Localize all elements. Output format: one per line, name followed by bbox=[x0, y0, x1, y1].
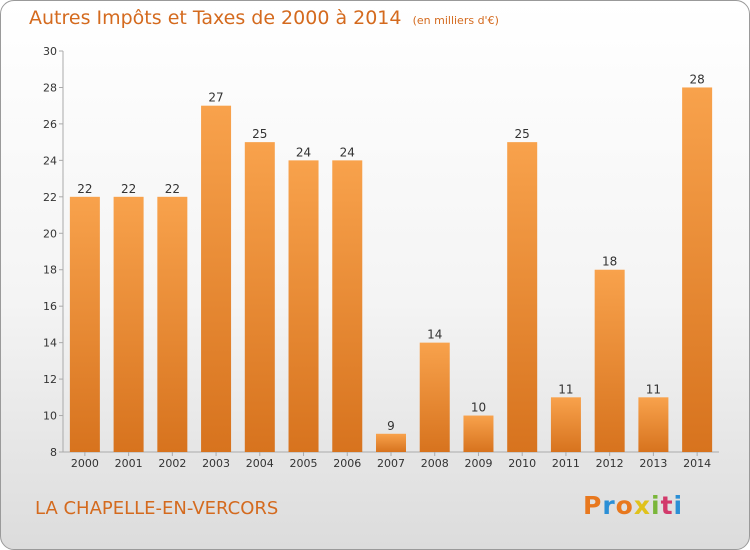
data-label-2014: 28 bbox=[689, 72, 704, 86]
y-tick-label: 30 bbox=[43, 45, 57, 58]
bar-2011 bbox=[550, 397, 581, 452]
y-tick-label: 24 bbox=[43, 154, 57, 167]
bar-2007 bbox=[376, 433, 406, 452]
title-row: Autres Impôts et Taxes de 2000 à 2014 (e… bbox=[29, 7, 499, 29]
x-tick-label: 2004 bbox=[246, 457, 274, 470]
x-tick-label: 2007 bbox=[377, 457, 405, 470]
bar-2010 bbox=[507, 142, 538, 453]
bars bbox=[69, 87, 713, 453]
logo-letter: r bbox=[602, 491, 616, 520]
x-tick-label: 2010 bbox=[508, 457, 536, 470]
data-label-2010: 25 bbox=[515, 127, 530, 141]
place-name: LA CHAPELLE-EN-VERCORS bbox=[35, 498, 279, 519]
chart-unit-label: (en milliers d'€) bbox=[412, 14, 499, 27]
data-label-2008: 14 bbox=[427, 328, 442, 342]
chart-title: Autres Impôts et Taxes de 2000 à 2014 bbox=[29, 7, 402, 29]
bar-2006 bbox=[332, 160, 363, 452]
x-tick-label: 2002 bbox=[158, 457, 186, 470]
data-label-2000: 22 bbox=[77, 182, 92, 196]
data-label-2005: 24 bbox=[296, 145, 311, 159]
y-tick-label: 14 bbox=[43, 337, 57, 350]
y-tick-label: 20 bbox=[43, 227, 57, 240]
y-tick-label: 16 bbox=[43, 300, 57, 313]
bar-2002 bbox=[157, 196, 188, 452]
x-tick-label: 2014 bbox=[683, 457, 711, 470]
logo-letter: o bbox=[615, 491, 634, 520]
proxiti-logo: Proxiti bbox=[583, 491, 683, 520]
x-tick-label: 2013 bbox=[639, 457, 667, 470]
y-tick-label: 18 bbox=[43, 264, 57, 277]
bar-2009 bbox=[463, 415, 494, 452]
bar-2000 bbox=[69, 196, 100, 452]
data-label-2004: 25 bbox=[252, 127, 267, 141]
data-label-2007: 9 bbox=[387, 419, 395, 433]
logo-letter: P bbox=[583, 491, 603, 520]
data-label-2001: 22 bbox=[121, 182, 136, 196]
y-tick-label: 8 bbox=[50, 446, 57, 459]
y-tick-label: 22 bbox=[43, 191, 57, 204]
bar-2004 bbox=[244, 142, 275, 453]
x-tick-label: 2006 bbox=[333, 457, 361, 470]
bar-2008 bbox=[419, 342, 450, 452]
y-tick-label: 26 bbox=[43, 118, 57, 131]
data-label-2009: 10 bbox=[471, 401, 486, 415]
x-tick-label: 2011 bbox=[552, 457, 580, 470]
bar-2014 bbox=[682, 87, 713, 453]
bar-2013 bbox=[638, 397, 669, 452]
x-tick-label: 2000 bbox=[71, 457, 99, 470]
x-tick-label: 2009 bbox=[464, 457, 492, 470]
bar-2003 bbox=[201, 105, 232, 452]
data-labels: 22 22 22 27 25 24 24 9 14 10 25 11 18 11 28 bbox=[77, 72, 705, 432]
data-label-2006: 24 bbox=[340, 145, 355, 159]
x-tick-label: 2001 bbox=[115, 457, 143, 470]
bar-2012 bbox=[594, 269, 625, 452]
y-tick-label: 10 bbox=[43, 410, 57, 423]
logo-letter: t bbox=[660, 491, 674, 520]
x-tick-label: 2003 bbox=[202, 457, 230, 470]
data-label-2011: 11 bbox=[558, 382, 573, 396]
bar-2005 bbox=[288, 160, 319, 452]
x-tick-label: 2008 bbox=[421, 457, 449, 470]
data-label-2003: 27 bbox=[208, 91, 223, 105]
logo-letter: i bbox=[673, 491, 684, 520]
data-label-2002: 22 bbox=[165, 182, 180, 196]
y-tick-label: 28 bbox=[43, 81, 57, 94]
data-label-2012: 18 bbox=[602, 255, 617, 269]
y-tick-label: 12 bbox=[43, 373, 57, 386]
x-tick-label: 2005 bbox=[290, 457, 318, 470]
logo-letter: x bbox=[633, 491, 651, 520]
data-label-2013: 11 bbox=[646, 382, 661, 396]
bar-2001 bbox=[113, 196, 144, 452]
logo-letter: i bbox=[651, 491, 661, 520]
x-tick-label: 2012 bbox=[596, 457, 624, 470]
